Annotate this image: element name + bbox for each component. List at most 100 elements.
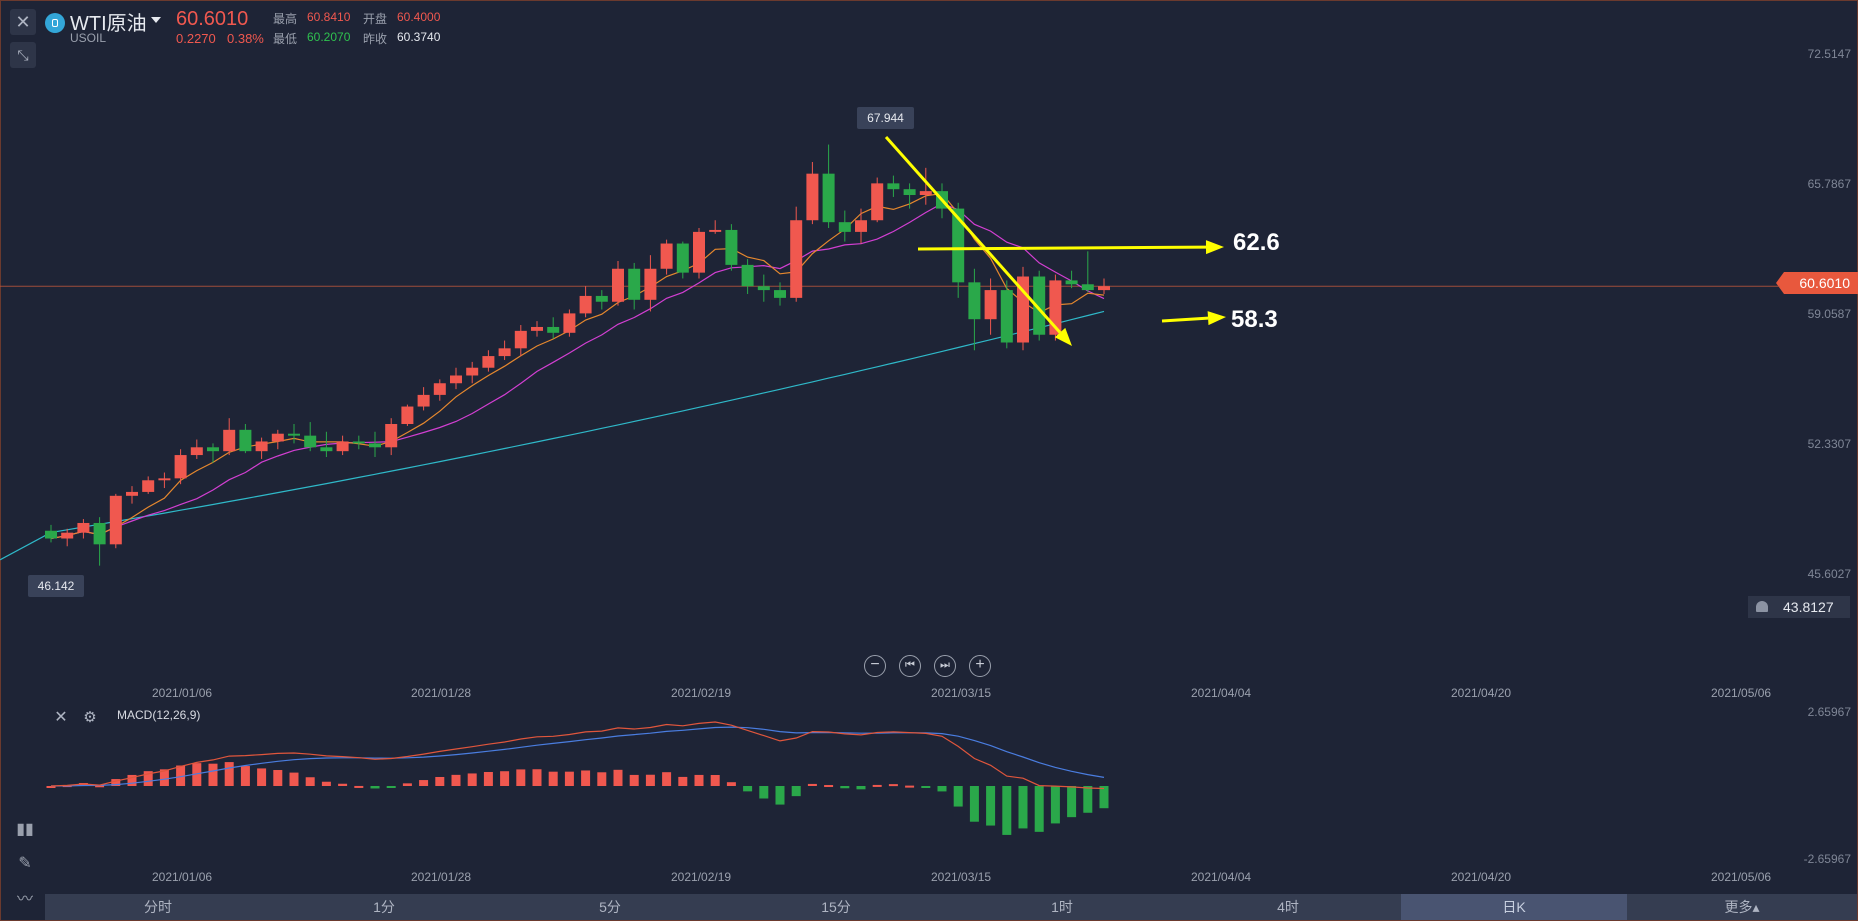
tab-timeframe-5m[interactable]: 5分 (599, 899, 621, 915)
macd-histogram-bar (95, 785, 105, 788)
price-alert[interactable]: 43.8127 (1748, 596, 1850, 618)
date-axis-label: 2021/01/28 (411, 870, 472, 884)
low-label: 最低 (273, 32, 298, 46)
macd-histogram-bar (159, 769, 169, 786)
candle-body (498, 348, 511, 357)
tab-timeframe-1m[interactable]: 1分 (373, 899, 395, 915)
candle-body (741, 264, 754, 287)
macd-histogram-bar (629, 774, 639, 786)
macd-histogram-bar (1050, 786, 1060, 824)
macd-histogram-bar (872, 784, 882, 787)
macd-histogram-bar (548, 771, 558, 786)
macd-histogram-bar (662, 772, 672, 786)
ma-short-line (50, 192, 1105, 540)
macd-histogram-bar (969, 786, 979, 822)
macd-histogram-bar (1067, 786, 1077, 818)
macd-histogram-bar (807, 783, 817, 786)
close-icon[interactable]: ✕ (10, 9, 36, 35)
candle-body (304, 435, 317, 448)
candle-body (482, 356, 495, 368)
date-axis-label: 2021/01/06 (152, 686, 213, 700)
zoom-out-icon[interactable]: − (864, 655, 886, 677)
line-chart-icon[interactable]: 〰 (16, 891, 33, 908)
macd-histogram-bar (937, 786, 947, 792)
candle-body (255, 441, 268, 452)
annotation-down-arrow-head (1054, 327, 1072, 346)
tab-timeframe-4h[interactable]: 4时 (1277, 899, 1299, 915)
candle-body (433, 383, 446, 395)
symbol-dropdown-chevron-icon[interactable] (151, 17, 161, 23)
current-price-tag: 60.6010 (1776, 272, 1858, 294)
price-axis-label: 72.5147 (1807, 47, 1851, 61)
macd-histogram-bar (694, 774, 704, 786)
macd-title: MACD(12,26,9) (117, 708, 201, 722)
candle-body (952, 208, 965, 283)
macd-histogram-bar (305, 777, 315, 786)
date-axis-label: 2021/04/04 (1191, 686, 1252, 700)
date-axis-label: 2021/01/06 (152, 870, 213, 884)
macd-histogram-bar (645, 774, 655, 786)
candle-body (45, 530, 57, 539)
macd-histogram-bar (824, 785, 834, 788)
macd-histogram-bar (743, 786, 753, 792)
candle-body (271, 433, 284, 442)
tab-timeframe-daily[interactable]: 日K (1401, 894, 1627, 920)
collapse-icon[interactable]: ⤡ (10, 42, 36, 68)
candle-body (1033, 276, 1046, 335)
macd-histogram-bar (1099, 786, 1109, 809)
price-axis-label: 45.6027 (1807, 567, 1851, 581)
bell-icon[interactable] (1756, 601, 1768, 612)
date-axis-label: 2021/01/28 (411, 686, 472, 700)
candle-body (93, 522, 106, 545)
macd-histogram-bar (597, 772, 607, 786)
gear-icon[interactable]: ⚙ (83, 709, 97, 726)
candle-body (563, 313, 576, 333)
skip-back-icon[interactable]: ⏮ (899, 655, 921, 677)
candle-body (919, 191, 932, 196)
macd-histogram-bar (419, 780, 429, 786)
skip-forward-icon[interactable]: ⏭ (934, 655, 956, 677)
candle-body (612, 268, 624, 302)
pencil-icon[interactable]: ✎ (18, 855, 32, 872)
tab-timeframe-more[interactable]: 更多▴ (1724, 899, 1760, 915)
tab-timeframe-tick[interactable]: 分时 (144, 899, 172, 915)
macd-histogram-bar (176, 765, 186, 786)
candle-body (547, 326, 560, 333)
indicator-icon[interactable]: ▮▮ (16, 821, 34, 838)
macd-axis-top: 2.65967 (1807, 705, 1851, 719)
candle-body (174, 455, 187, 479)
last-price: 60.6010 (176, 8, 249, 30)
macd-histogram-bar (840, 786, 850, 789)
macd-histogram-bar (338, 783, 348, 786)
candle-body (401, 406, 414, 425)
candle-body (903, 189, 916, 196)
candle-body (806, 173, 819, 221)
annotation-upper-label: 62.6 (1233, 229, 1280, 256)
annotation-upper-arrow-shaft (917, 245, 1207, 251)
price-change-pct: 0.38% (227, 31, 264, 46)
macd-histogram-bar (678, 776, 688, 786)
zoom-in-icon[interactable]: + (969, 655, 991, 677)
tab-timeframe-1h[interactable]: 1时 (1051, 899, 1073, 915)
tab-timeframe-15m[interactable]: 15分 (821, 899, 851, 915)
candle-body (1081, 284, 1094, 291)
macd-histogram-bar (710, 774, 720, 786)
high-marker-label: 67.944 (857, 107, 914, 129)
symbol-title[interactable]: WTI原油 (70, 13, 147, 35)
macd-histogram-bar (402, 783, 412, 786)
candle-body (336, 441, 349, 452)
price-change: 0.2270 (176, 31, 216, 46)
candle-body (725, 229, 738, 265)
macd-histogram-bar (111, 779, 121, 786)
macd-histogram-bar (483, 771, 493, 786)
macd-histogram-bar (613, 769, 623, 786)
macd-histogram-bar (127, 774, 137, 786)
open-value: 60.4000 (397, 10, 441, 24)
candle-body (887, 183, 900, 190)
close-indicator-icon[interactable]: ✕ (54, 709, 68, 726)
macd-histogram-bar (759, 786, 769, 799)
macd-histogram-bar (224, 762, 234, 786)
macd-histogram-bar (856, 786, 866, 790)
macd-histogram-bar (581, 770, 591, 786)
